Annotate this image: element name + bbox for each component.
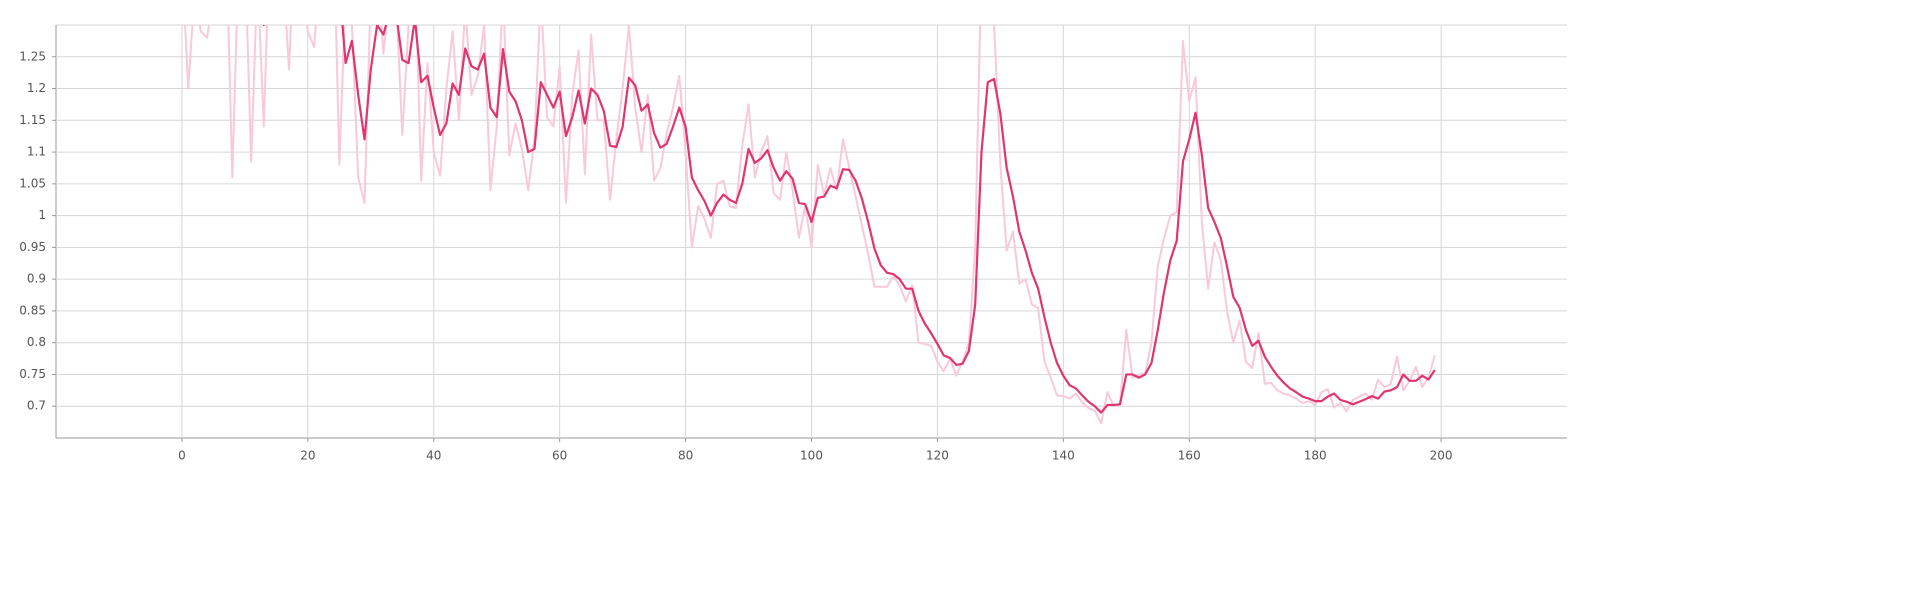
y-tick-label: 1.25 <box>19 49 46 63</box>
x-tick-label: 140 <box>1052 449 1075 463</box>
x-tick-label: 180 <box>1304 449 1327 463</box>
y-tick-label: 1.2 <box>27 81 46 95</box>
x-tick-label: 60 <box>552 449 567 463</box>
x-tick-label: 80 <box>678 449 693 463</box>
y-tick-label: 0.75 <box>19 367 46 381</box>
x-tick-label: 120 <box>926 449 949 463</box>
y-tick-label: 1.15 <box>19 113 46 127</box>
series-line <box>184 25 1436 425</box>
y-tick-label: 1 <box>38 208 46 222</box>
x-tick-label: 200 <box>1430 449 1453 463</box>
y-tick-label: 1.05 <box>19 176 46 190</box>
y-tick-label: 1.1 <box>27 145 46 159</box>
x-tick-label: 20 <box>300 449 315 463</box>
x-tick-label: 40 <box>426 449 441 463</box>
series-lines <box>184 25 1436 425</box>
y-tick-label: 0.7 <box>27 399 46 413</box>
x-tick-label: 160 <box>1178 449 1201 463</box>
x-tick-label: 100 <box>800 449 823 463</box>
y-tick-label: 0.9 <box>27 272 46 286</box>
y-tick-label: 0.95 <box>19 240 46 254</box>
series-line <box>262 25 1436 414</box>
grid: 0.7 0.75 0.8 0.85 0.9 0.95 1 1.05 1.1 1.15 1.2 1.25… <box>19 25 1567 463</box>
y-tick-label: 0.8 <box>27 335 46 349</box>
y-tick-label: 0.85 <box>19 303 46 317</box>
x-tick-label: 0 <box>178 449 186 463</box>
